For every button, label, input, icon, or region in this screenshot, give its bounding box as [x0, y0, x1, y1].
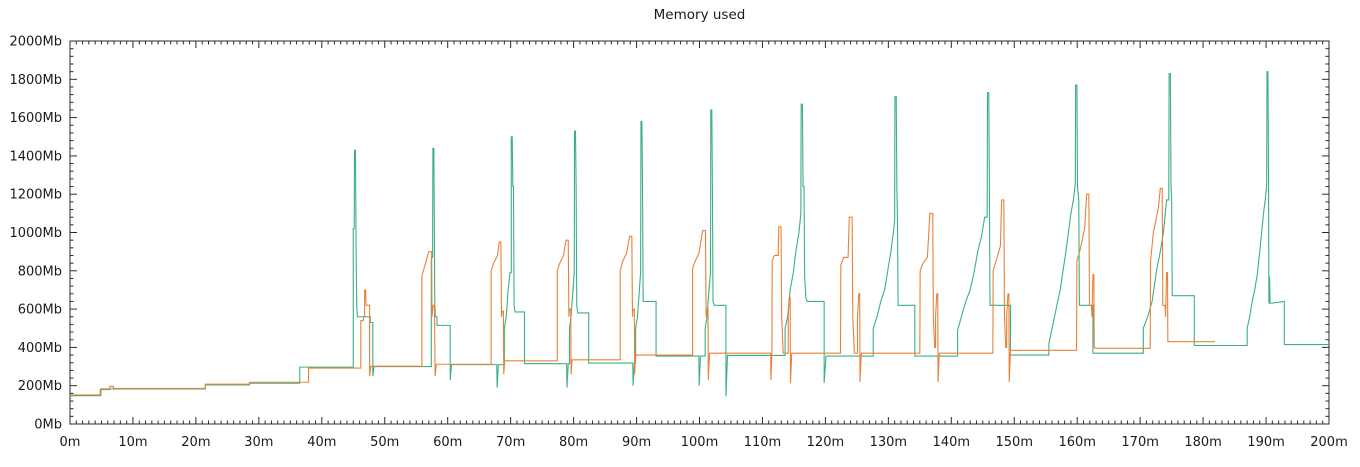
x-tick-label: 150m	[996, 435, 1033, 450]
x-tick-label: 80m	[559, 435, 588, 450]
x-tick-label: 110m	[744, 435, 781, 450]
chart-title: Memory used	[653, 7, 746, 23]
y-tick-label: 0Mb	[34, 418, 62, 433]
y-tick-label: 1200Mb	[9, 188, 62, 203]
series-line-memory-green	[70, 71, 1329, 397]
x-tick-label: 10m	[118, 435, 147, 450]
x-tick-label: 170m	[1121, 435, 1158, 450]
x-tick-label: 60m	[433, 435, 462, 450]
x-tick-label: 70m	[496, 435, 525, 450]
series-layer	[70, 71, 1329, 397]
x-tick-label: 140m	[933, 435, 970, 450]
y-tick-label: 2000Mb	[9, 35, 62, 50]
x-tick-label: 50m	[370, 435, 399, 450]
series-line-memory-orange	[70, 187, 1216, 396]
x-tick-label: 100m	[681, 435, 718, 450]
x-tick-label: 190m	[1247, 435, 1284, 450]
x-tick-label: 180m	[1184, 435, 1221, 450]
axis-labels: 0m 10m 20m 30m 40m 50m 60m 70m 80m 90m 100m 110m 120…	[9, 35, 1347, 451]
y-tick-label: 800Mb	[18, 264, 62, 279]
x-tick-label: 40m	[307, 435, 336, 450]
x-tick-label: 130m	[870, 435, 907, 450]
y-tick-label: 1800Mb	[9, 73, 62, 88]
y-tick-label: 1600Mb	[9, 111, 62, 126]
x-tick-label: 90m	[622, 435, 651, 450]
x-tick-label: 30m	[244, 435, 273, 450]
y-tick-label: 400Mb	[18, 341, 62, 356]
x-tick-label: 200m	[1310, 435, 1347, 450]
y-tick-label: 600Mb	[18, 303, 62, 318]
y-tick-label: 1000Mb	[9, 226, 62, 241]
x-tick-label: 120m	[807, 435, 844, 450]
x-tick-label: 20m	[181, 435, 210, 450]
x-tick-label: 0m	[60, 435, 81, 450]
y-tick-label: 200Mb	[18, 379, 62, 394]
y-tick-label: 1400Mb	[9, 149, 62, 164]
x-tick-label: 160m	[1058, 435, 1095, 450]
axis-layer	[69, 40, 1330, 425]
